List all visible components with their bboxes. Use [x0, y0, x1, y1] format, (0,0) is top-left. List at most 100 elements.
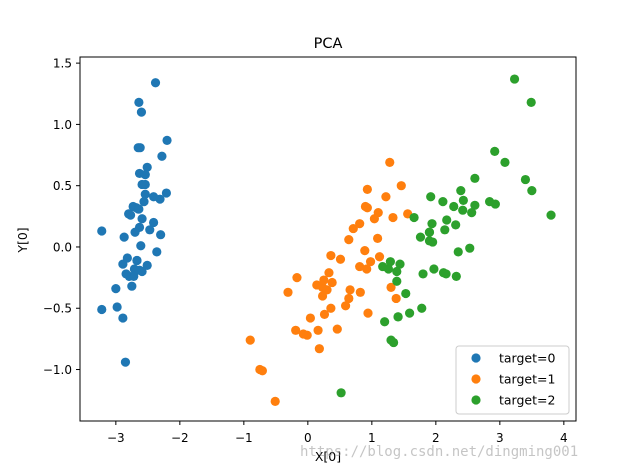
data-point: [485, 197, 495, 207]
y-tick-label: −0.5: [43, 302, 72, 316]
data-point: [132, 255, 142, 266]
data-point: [136, 107, 147, 117]
data-point: [526, 97, 536, 107]
data-point: [145, 225, 155, 235]
data-point: [438, 197, 448, 207]
data-point: [134, 204, 144, 214]
series-target-2: [336, 74, 556, 398]
data-point: [490, 146, 500, 156]
series-target-1: [245, 157, 413, 406]
data-point: [270, 396, 280, 406]
data-point: [391, 293, 401, 304]
data-point: [162, 135, 172, 145]
data-point: [388, 212, 398, 223]
data-point: [360, 201, 371, 212]
data-point: [298, 329, 308, 339]
data-point: [156, 230, 166, 240]
data-point: [386, 335, 396, 345]
data-point: [401, 288, 411, 299]
data-point: [161, 188, 171, 198]
data-point: [336, 388, 346, 398]
data-point: [458, 195, 468, 205]
legend-label: target=2: [499, 393, 555, 408]
data-point: [429, 264, 439, 274]
data-point: [327, 277, 337, 288]
data-point: [470, 200, 480, 210]
data-point: [121, 269, 131, 279]
data-point: [341, 301, 351, 311]
data-point: [453, 247, 463, 257]
data-point: [451, 220, 461, 230]
x-tick-label: −3: [107, 431, 125, 445]
data-point: [374, 252, 385, 262]
y-tick-label: −1.0: [43, 363, 72, 377]
data-point: [97, 304, 107, 315]
data-point: [362, 264, 372, 274]
y-axis-label: Y[0]: [15, 227, 30, 253]
data-point: [396, 181, 406, 191]
data-point: [360, 246, 370, 256]
data-point: [392, 266, 402, 277]
data-point: [395, 259, 405, 269]
data-point: [418, 269, 428, 279]
legend-box: [455, 345, 570, 415]
data-point: [291, 325, 301, 335]
data-point: [520, 174, 531, 185]
data-point: [449, 201, 459, 212]
y-tick-label: 0.5: [53, 179, 72, 193]
data-point: [120, 357, 131, 367]
data-point: [305, 313, 315, 323]
data-point: [393, 312, 403, 322]
data-point: [417, 303, 427, 313]
data-point: [149, 192, 159, 202]
data-point: [322, 285, 332, 295]
data-point: [142, 162, 152, 172]
data-point: [125, 210, 136, 220]
x-axis-label: X[0]: [315, 449, 341, 464]
data-point: [424, 227, 435, 237]
data-point: [118, 313, 128, 323]
data-point: [335, 254, 346, 264]
data-point: [136, 241, 146, 251]
data-point: [442, 215, 452, 225]
data-point: [257, 366, 267, 376]
x-tick-label: −1: [235, 431, 253, 445]
data-point: [373, 233, 383, 243]
data-point: [378, 261, 388, 272]
data-point: [139, 197, 149, 207]
legend: target=0 target=1 target=2: [455, 345, 570, 415]
data-point: [142, 260, 152, 270]
data-point: [426, 192, 436, 202]
data-point: [130, 227, 140, 237]
data-point: [332, 324, 342, 334]
data-point: [456, 185, 466, 196]
watermark-url: https://blog.csdn.net/dingming001: [300, 444, 579, 460]
data-point: [355, 219, 365, 229]
data-point: [150, 78, 161, 88]
data-point: [157, 151, 167, 161]
data-point: [365, 257, 376, 267]
data-point: [369, 214, 379, 224]
plot-area: [97, 74, 556, 406]
data-point: [140, 179, 150, 190]
data-point: [386, 282, 396, 293]
data-point: [152, 247, 162, 257]
legend-marker: [471, 374, 481, 384]
legend-marker: [471, 395, 481, 405]
chart-title: PCA: [314, 36, 343, 52]
data-point: [324, 268, 334, 278]
data-point: [149, 217, 159, 228]
data-point: [546, 210, 556, 220]
data-point: [424, 236, 435, 246]
data-point: [458, 205, 468, 215]
x-tick-label: 2: [432, 431, 440, 445]
data-point: [314, 344, 324, 354]
data-point: [363, 308, 373, 318]
data-point: [111, 284, 121, 294]
data-point: [97, 226, 107, 236]
data-point: [127, 281, 137, 291]
data-point: [470, 173, 480, 183]
data-point: [362, 184, 372, 194]
data-point: [509, 74, 520, 84]
plot-frame: [79, 56, 577, 422]
